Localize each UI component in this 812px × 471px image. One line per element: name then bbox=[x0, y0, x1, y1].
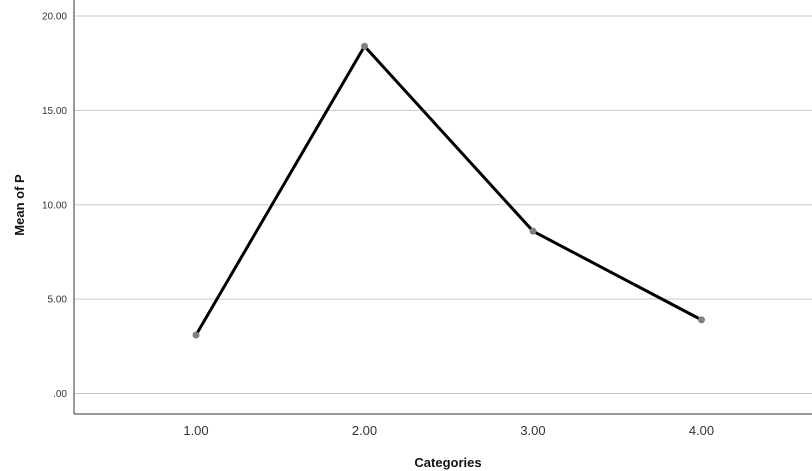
data-point bbox=[529, 227, 537, 235]
x-tick-label: 4.00 bbox=[689, 423, 714, 438]
y-tick-label: 10.00 bbox=[42, 200, 67, 211]
x-tick-label: 3.00 bbox=[520, 423, 545, 438]
data-point bbox=[192, 331, 200, 339]
x-tick-label: 2.00 bbox=[352, 423, 377, 438]
data-point bbox=[361, 42, 368, 50]
x-tick-labels: 1.00 2.00 3.00 4.00 bbox=[183, 423, 714, 438]
series-group bbox=[192, 42, 705, 339]
y-tick-label: 15.00 bbox=[42, 106, 67, 117]
x-tick-label: 1.00 bbox=[183, 423, 208, 438]
y-tick-labels: .00 5.00 10.00 15.00 20.00 bbox=[42, 12, 67, 401]
x-axis-title: Categories bbox=[414, 455, 481, 470]
gridlines bbox=[74, 15, 812, 394]
y-tick-label: 20.00 bbox=[42, 12, 67, 23]
series-line bbox=[194, 44, 703, 337]
data-point bbox=[698, 316, 705, 324]
y-axis-title: Mean of P bbox=[12, 174, 27, 236]
y-tick-label: 5.00 bbox=[48, 295, 68, 306]
y-tick-label: .00 bbox=[53, 389, 67, 400]
